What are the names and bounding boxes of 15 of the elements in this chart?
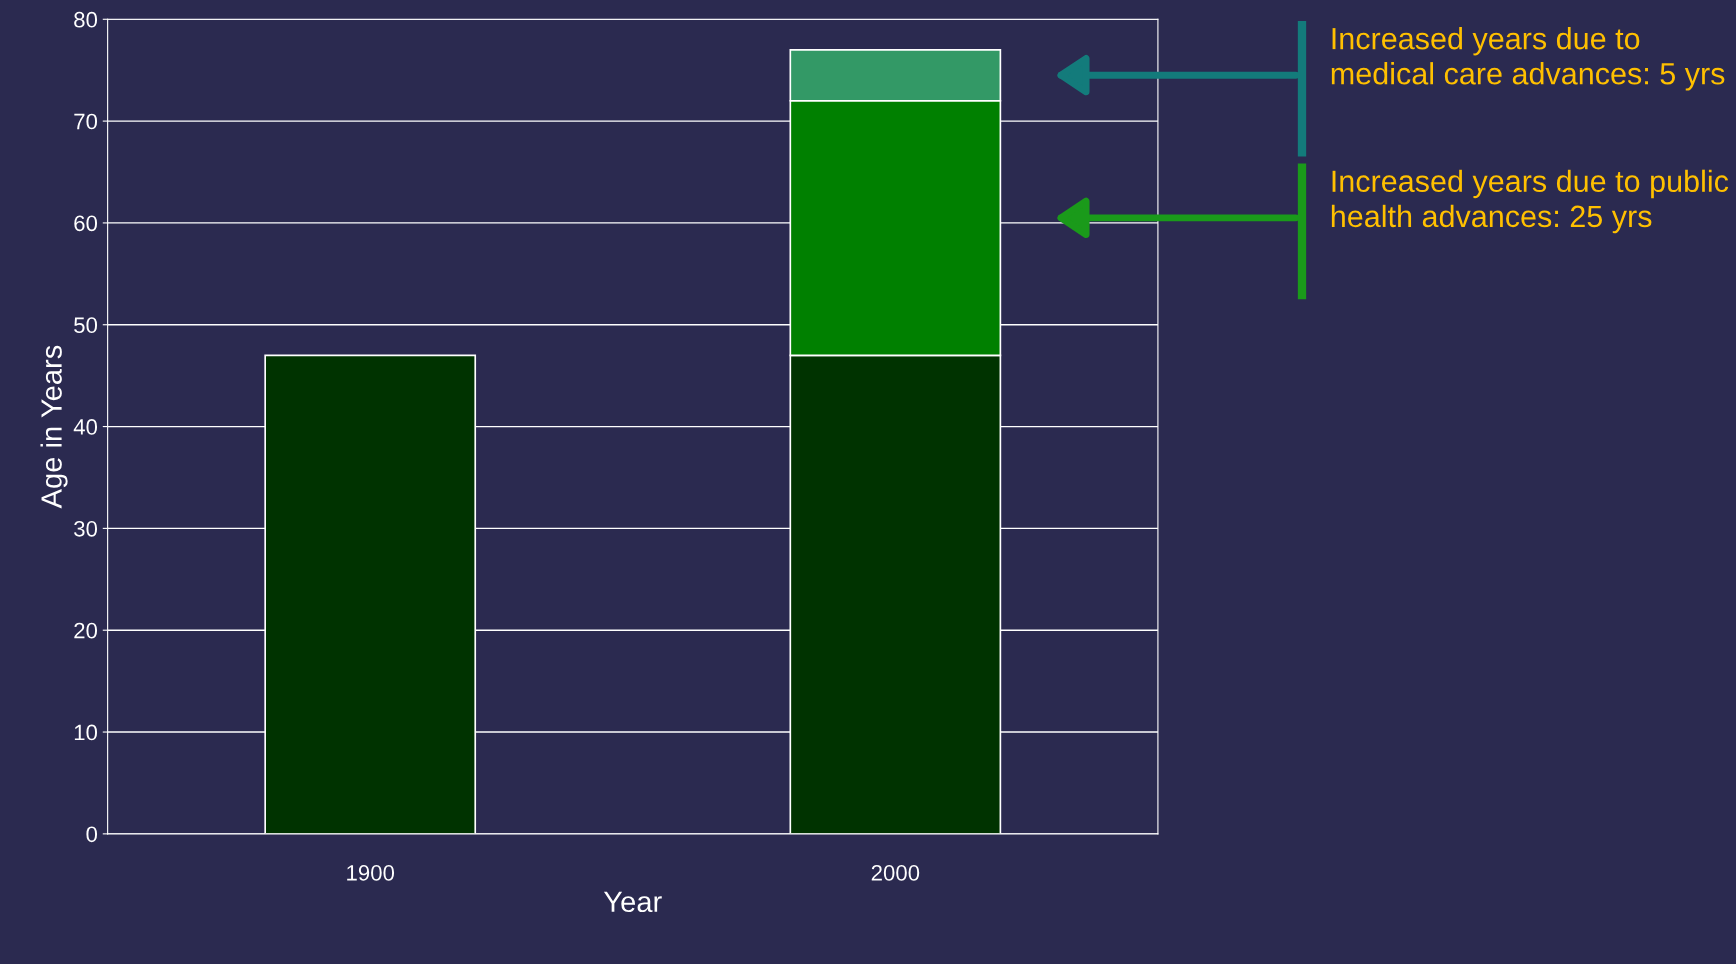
- y-tick-label: 50: [74, 317, 98, 334]
- y-tick-label: 20: [74, 622, 98, 639]
- x-tick-label: 1900: [347, 865, 395, 881]
- y-tick-label: 40: [73, 419, 98, 435]
- x-tick-label: 2000: [871, 865, 920, 881]
- y-tick-label: 80: [74, 11, 98, 28]
- text: Increased years due to medical care advances: 5 yrs: [1331, 26, 1725, 91]
- y-tick-label: 30: [74, 520, 98, 537]
- y-axis-title: Age in Years: [40, 345, 68, 509]
- y-tick-label: 0: [86, 826, 98, 843]
- y-tick-label: 60: [74, 215, 98, 232]
- y-tick-label: 70: [74, 113, 98, 130]
- y-tick-label: 10: [74, 724, 98, 741]
- text: Increased years due to public health advances: 25 yrs: [1331, 169, 1729, 234]
- x-axis-title: Year: [603, 891, 662, 913]
